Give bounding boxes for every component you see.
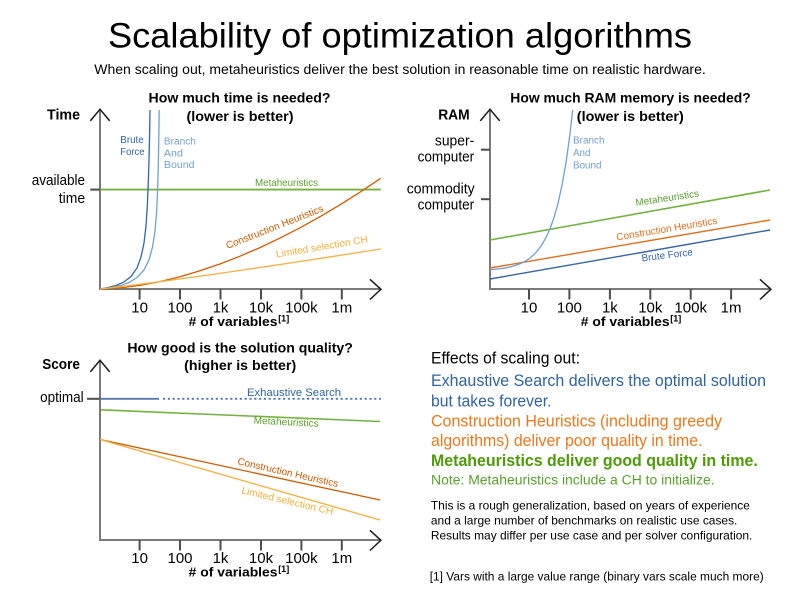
svg-text:(lower is better): (lower is better) [187, 108, 294, 124]
svg-text:[1] Vars with a large value ra: [1] Vars with a large value range (binar… [430, 570, 764, 584]
svg-text:available: available [32, 173, 85, 189]
svg-text:algorithms) deliver poor quali: algorithms) deliver poor quality in time… [431, 432, 703, 450]
svg-text:and a large number of benchmar: and a large number of benchmarks on real… [431, 514, 738, 528]
svg-text:Metaheuristics deliver good qu: Metaheuristics deliver good quality in t… [431, 452, 758, 470]
svg-text:100k: 100k [285, 300, 318, 317]
svg-text:100: 100 [167, 300, 192, 317]
svg-text:Exhaustive Search: Exhaustive Search [247, 387, 341, 399]
svg-text:100: 100 [557, 300, 582, 317]
svg-text:Brute: Brute [120, 135, 144, 146]
svg-text:Metaheuristics: Metaheuristics [255, 178, 318, 189]
svg-text:10k: 10k [249, 300, 274, 317]
svg-text:100: 100 [167, 550, 192, 567]
svg-text:Bound: Bound [164, 160, 195, 171]
svg-text:This is a rough generalization: This is a rough generalization, based on… [431, 499, 750, 513]
svg-text:How good is the solution quali: How good is the solution quality? [127, 340, 353, 356]
svg-text:How much RAM memory is needed?: How much RAM memory is needed? [510, 90, 750, 106]
svg-text:[1]: [1] [278, 564, 289, 574]
svg-text:Scalability of optimization al: Scalability of optimization algorithms [108, 17, 692, 56]
svg-text:How much time is needed?: How much time is needed? [149, 90, 331, 106]
svg-text:[1]: [1] [670, 313, 681, 323]
svg-text:Force: Force [120, 147, 145, 158]
svg-text:1m: 1m [721, 300, 742, 317]
svg-text:1k: 1k [602, 300, 618, 317]
svg-text:Bound: Bound [573, 161, 602, 172]
svg-text:super-: super- [435, 134, 475, 150]
svg-text:(higher is better): (higher is better) [184, 357, 296, 373]
svg-text:10: 10 [521, 300, 538, 317]
svg-text:Construction Heuristics (inclu: Construction Heuristics (including greed… [431, 413, 723, 431]
svg-text:optimal: optimal [40, 390, 84, 406]
svg-text:10: 10 [131, 300, 148, 317]
svg-text:1k: 1k [213, 300, 229, 317]
svg-text:# of variables: # of variables [189, 565, 278, 580]
svg-text:When scaling out, metaheuristi: When scaling out, metaheuristics deliver… [94, 62, 706, 78]
svg-text:Exhaustive Search delivers the: Exhaustive Search delivers the optimal s… [431, 372, 766, 390]
svg-text:And: And [573, 148, 591, 159]
svg-text:100k: 100k [674, 300, 707, 317]
svg-text:[1]: [1] [278, 313, 289, 323]
svg-text:10k: 10k [249, 550, 274, 567]
svg-text:Branch: Branch [573, 136, 605, 147]
svg-text:but takes forever.: but takes forever. [431, 392, 552, 410]
svg-text:100k: 100k [285, 550, 318, 567]
svg-text:1m: 1m [331, 550, 352, 567]
svg-text:(lower is better): (lower is better) [577, 108, 684, 124]
svg-text:time: time [59, 191, 85, 207]
svg-text:And: And [164, 148, 183, 159]
svg-text:RAM: RAM [438, 107, 470, 123]
svg-text:Results may differ per use cas: Results may differ per use case and per … [431, 529, 753, 543]
svg-text:Note: Metaheuristics include a: Note: Metaheuristics include a CH to ini… [431, 473, 715, 489]
svg-text:# of variables: # of variables [581, 314, 670, 329]
svg-text:computer: computer [418, 150, 475, 166]
svg-text:computer: computer [418, 198, 475, 214]
svg-text:1k: 1k [213, 550, 229, 567]
svg-text:1m: 1m [331, 300, 352, 317]
svg-text:Metaheuristics: Metaheuristics [253, 416, 318, 430]
svg-text:Effects of scaling out:: Effects of scaling out: [431, 350, 580, 368]
svg-text:10: 10 [131, 550, 148, 567]
svg-text:Branch: Branch [164, 137, 196, 148]
svg-text:# of variables: # of variables [189, 314, 278, 329]
svg-text:Score: Score [42, 357, 80, 373]
svg-text:Time: Time [47, 107, 80, 123]
svg-text:commodity: commodity [407, 182, 476, 198]
svg-text:10k: 10k [638, 300, 663, 317]
